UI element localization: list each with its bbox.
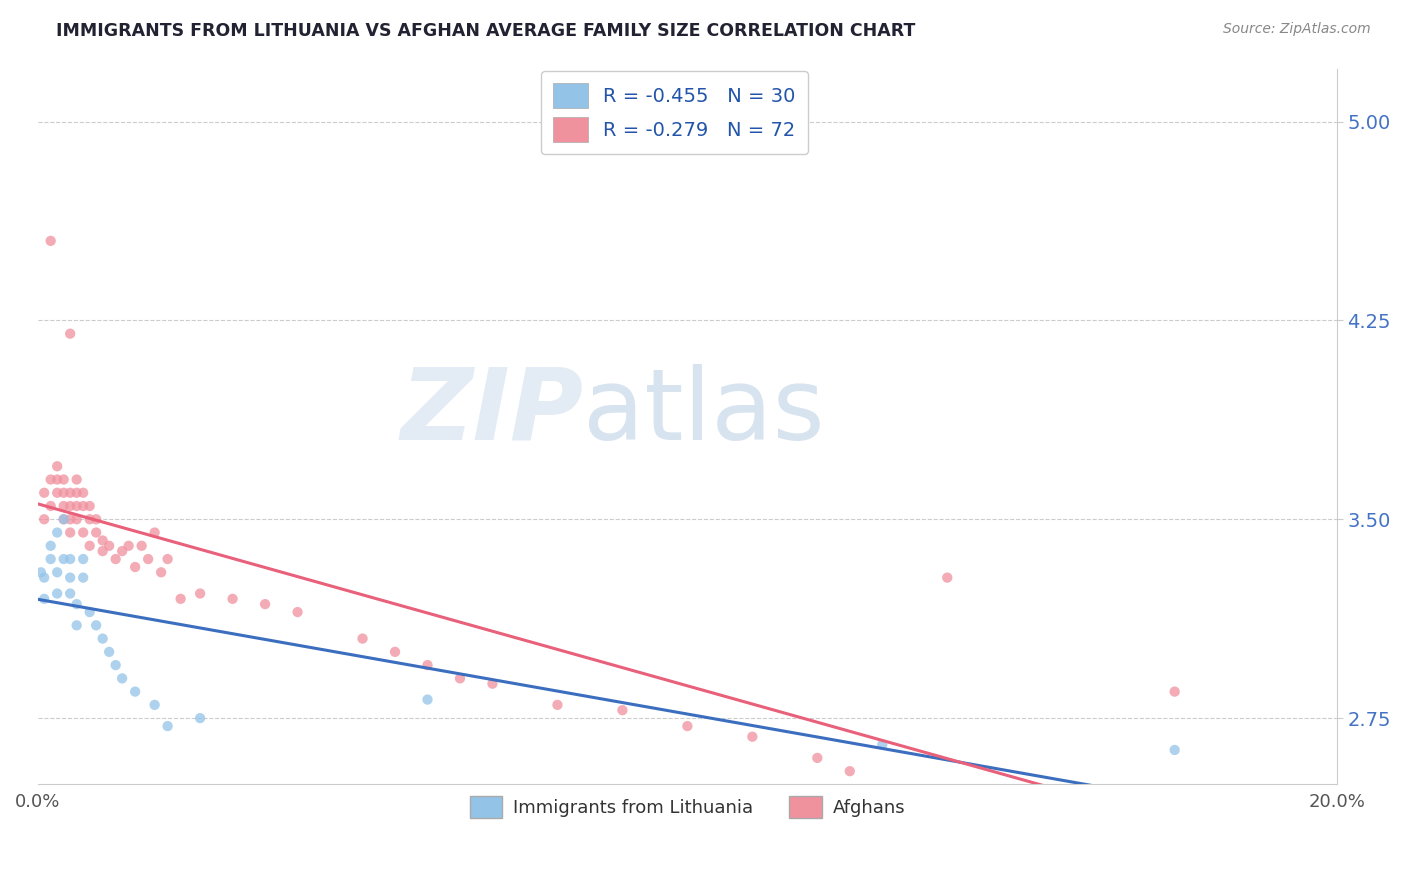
Point xyxy=(124,684,146,698)
Point xyxy=(59,571,82,585)
Point xyxy=(1163,743,1185,757)
Point xyxy=(66,499,89,513)
Point xyxy=(91,632,114,646)
Point xyxy=(72,571,94,585)
Point xyxy=(46,485,69,500)
Point xyxy=(188,586,211,600)
Point xyxy=(117,539,139,553)
Point xyxy=(32,512,55,526)
Point xyxy=(143,525,166,540)
Point xyxy=(59,525,82,540)
Point xyxy=(59,326,82,341)
Text: atlas: atlas xyxy=(583,364,825,460)
Point xyxy=(32,485,55,500)
Point xyxy=(52,512,75,526)
Point xyxy=(416,658,439,673)
Text: Source: ZipAtlas.com: Source: ZipAtlas.com xyxy=(1223,22,1371,37)
Point xyxy=(30,566,52,580)
Point xyxy=(72,552,94,566)
Point xyxy=(111,672,134,686)
Point xyxy=(221,591,243,606)
Point xyxy=(46,473,69,487)
Point xyxy=(46,459,69,474)
Point xyxy=(39,473,62,487)
Point xyxy=(416,692,439,706)
Point xyxy=(66,473,89,487)
Text: ZIP: ZIP xyxy=(401,364,583,460)
Point xyxy=(79,539,101,553)
Point xyxy=(84,525,107,540)
Point xyxy=(91,544,114,558)
Point xyxy=(46,586,69,600)
Point xyxy=(79,499,101,513)
Point xyxy=(66,618,89,632)
Point xyxy=(188,711,211,725)
Point xyxy=(254,597,277,611)
Point xyxy=(449,672,471,686)
Point xyxy=(104,552,127,566)
Point xyxy=(46,525,69,540)
Point xyxy=(72,499,94,513)
Point xyxy=(546,698,568,712)
Point xyxy=(79,512,101,526)
Point xyxy=(98,539,121,553)
Point xyxy=(98,645,121,659)
Point xyxy=(124,560,146,574)
Point xyxy=(156,552,179,566)
Point xyxy=(66,597,89,611)
Point xyxy=(143,698,166,712)
Point xyxy=(1163,684,1185,698)
Point xyxy=(59,552,82,566)
Point xyxy=(936,571,959,585)
Point xyxy=(66,485,89,500)
Point xyxy=(676,719,699,733)
Point xyxy=(32,571,55,585)
Point xyxy=(52,499,75,513)
Point xyxy=(39,552,62,566)
Point xyxy=(59,485,82,500)
Point xyxy=(52,473,75,487)
Point xyxy=(52,485,75,500)
Point xyxy=(39,499,62,513)
Point xyxy=(46,566,69,580)
Point xyxy=(838,764,860,779)
Point xyxy=(384,645,406,659)
Point xyxy=(741,730,763,744)
Point xyxy=(91,533,114,548)
Legend: Immigrants from Lithuania, Afghans: Immigrants from Lithuania, Afghans xyxy=(463,789,912,825)
Point xyxy=(72,485,94,500)
Point xyxy=(806,751,828,765)
Point xyxy=(79,605,101,619)
Point xyxy=(287,605,309,619)
Point xyxy=(66,512,89,526)
Point xyxy=(59,512,82,526)
Point xyxy=(136,552,159,566)
Point xyxy=(111,544,134,558)
Point xyxy=(39,539,62,553)
Point xyxy=(104,658,127,673)
Point xyxy=(52,552,75,566)
Point xyxy=(150,566,173,580)
Point xyxy=(352,632,374,646)
Point xyxy=(131,539,153,553)
Point xyxy=(32,591,55,606)
Text: IMMIGRANTS FROM LITHUANIA VS AFGHAN AVERAGE FAMILY SIZE CORRELATION CHART: IMMIGRANTS FROM LITHUANIA VS AFGHAN AVER… xyxy=(56,22,915,40)
Point xyxy=(612,703,634,717)
Point xyxy=(72,525,94,540)
Point xyxy=(156,719,179,733)
Point xyxy=(52,512,75,526)
Point xyxy=(39,234,62,248)
Point xyxy=(872,738,894,752)
Point xyxy=(59,499,82,513)
Point xyxy=(84,512,107,526)
Point xyxy=(59,586,82,600)
Point xyxy=(481,676,503,690)
Point xyxy=(84,618,107,632)
Point xyxy=(169,591,191,606)
